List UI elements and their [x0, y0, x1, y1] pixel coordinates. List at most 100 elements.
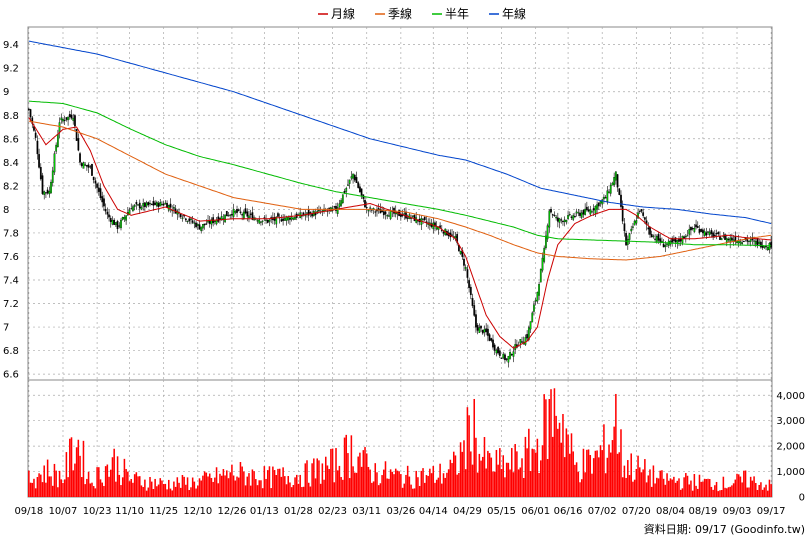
candle [693, 224, 696, 233]
candle [485, 323, 488, 336]
candle [282, 213, 284, 226]
volume-bar [427, 475, 429, 497]
candle-body [644, 217, 646, 220]
candle-body [155, 201, 158, 207]
volume-bar [666, 473, 668, 497]
volume-bar [623, 465, 626, 497]
volume-bar [244, 485, 247, 497]
volume-bar [697, 488, 699, 497]
candle [45, 192, 47, 199]
volume-bar [403, 483, 406, 497]
candle-body [640, 209, 643, 212]
volume-bar [103, 485, 105, 497]
candle-body [341, 194, 344, 204]
candle-body [137, 204, 139, 206]
candle-body [519, 339, 522, 344]
candle [50, 179, 52, 194]
candle [596, 201, 598, 215]
candle [232, 203, 235, 221]
volume-bar [587, 449, 590, 497]
candle [229, 214, 232, 219]
candle-body [86, 164, 88, 167]
x-tick-label: 02/23 [318, 506, 347, 517]
volume-bar [185, 484, 187, 497]
candle [360, 188, 363, 199]
candle-body [48, 190, 51, 195]
volume-bar [669, 478, 672, 497]
volume-bar [29, 482, 32, 497]
volume-bar [248, 473, 250, 497]
volume-bar [208, 473, 211, 497]
candle [696, 221, 699, 229]
candle [155, 200, 158, 208]
volume-bar [113, 448, 115, 497]
candle-body [75, 129, 78, 141]
candle-body [543, 247, 546, 262]
candle-body [58, 122, 61, 133]
volume-bar [625, 477, 627, 497]
candle-body [626, 238, 629, 245]
volume-bar [751, 480, 754, 497]
volume-bar [406, 465, 409, 497]
volume-bar [507, 462, 510, 497]
candle-body [546, 225, 549, 240]
candle-body [386, 214, 389, 217]
candle-body [239, 211, 242, 213]
volume-bar [724, 487, 726, 497]
volume-bar [108, 476, 110, 497]
candle-body [715, 233, 718, 235]
volume-bar [476, 472, 479, 497]
volume-bar [128, 481, 131, 497]
candle [563, 216, 566, 227]
volume-bar [325, 456, 327, 497]
candle-body [215, 219, 218, 225]
volume-bar [150, 481, 153, 497]
candle-body [739, 241, 742, 244]
volume-bar [377, 485, 380, 497]
candle-body [352, 173, 354, 179]
volume-bar [485, 468, 487, 497]
candle-body [306, 212, 308, 214]
volume-bar [686, 475, 689, 497]
candle [157, 201, 160, 213]
volume-gridlines [28, 380, 772, 497]
candle-body [464, 267, 467, 270]
volume-bar [488, 453, 491, 497]
candle-body [614, 171, 617, 181]
candle-body [623, 223, 626, 232]
volume-tick-label: 2,000 [776, 442, 805, 453]
candle-body [91, 164, 93, 176]
candle [159, 199, 162, 207]
candle [193, 220, 196, 229]
candle-body [650, 234, 653, 238]
candle [570, 215, 573, 221]
candle [481, 329, 484, 335]
candle-body [249, 213, 252, 215]
volume-bar [702, 481, 704, 497]
candle-body [742, 240, 745, 243]
candle-body [198, 224, 201, 230]
candle [169, 198, 172, 213]
volume-bar [72, 470, 74, 497]
candle-body [690, 226, 692, 231]
volume-bar [220, 475, 223, 497]
candle-body [487, 328, 489, 336]
candle-body [628, 233, 631, 240]
candle [244, 204, 247, 215]
volume-bar [459, 442, 462, 497]
volume-bar [717, 491, 720, 497]
volume-bar [415, 470, 417, 497]
candle-body [203, 223, 206, 226]
candle [36, 135, 39, 160]
volume-bar [760, 482, 762, 497]
volume-bar [678, 478, 680, 497]
candle [205, 219, 208, 225]
volume-bar [159, 478, 162, 497]
volume-bar [650, 486, 653, 497]
volume-bar [562, 414, 564, 497]
candle [388, 211, 390, 217]
candle-body [173, 207, 175, 209]
volume-bar [710, 486, 713, 497]
volume-bar [456, 474, 458, 497]
candle-body [123, 216, 126, 220]
